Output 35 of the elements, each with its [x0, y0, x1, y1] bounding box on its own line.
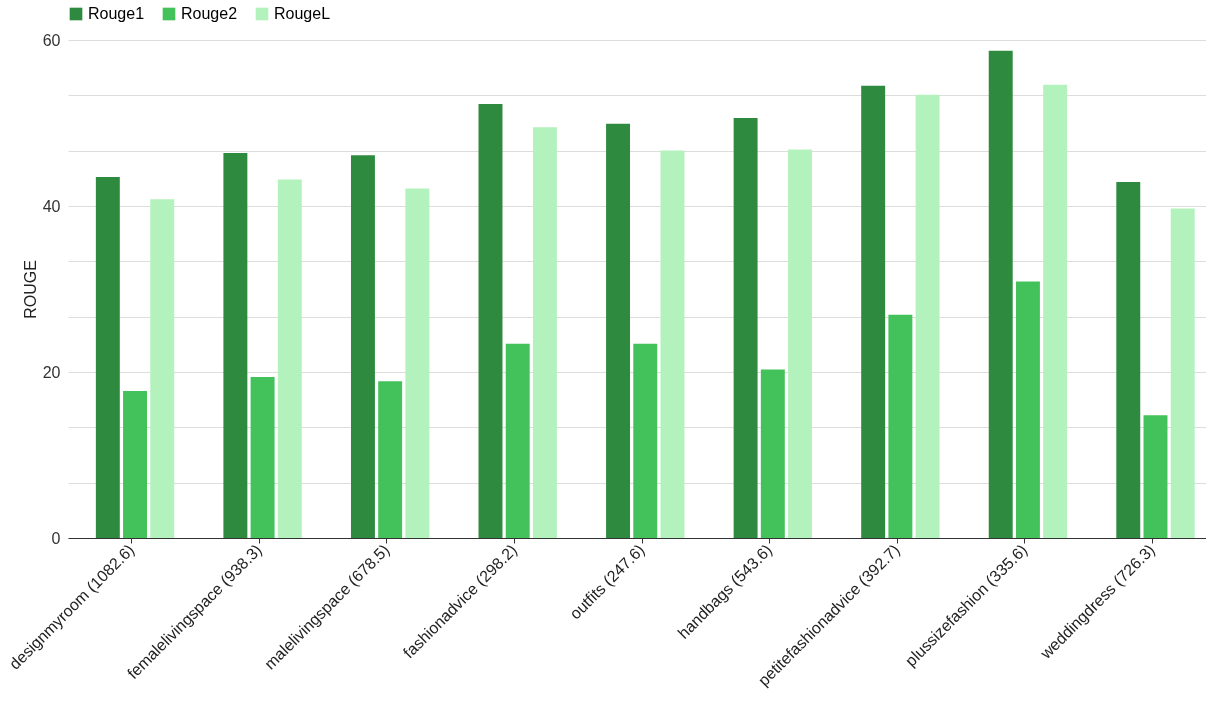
bar	[1170, 208, 1195, 538]
bar	[478, 103, 503, 538]
bar	[633, 343, 658, 538]
bar	[888, 314, 913, 538]
bar	[760, 369, 785, 538]
bar	[1143, 415, 1168, 538]
y-tick-label: 60	[42, 31, 61, 49]
bar	[1015, 281, 1040, 538]
bar	[660, 150, 685, 538]
legend-label: Rouge1	[88, 5, 145, 22]
bar	[861, 85, 886, 538]
bar	[1043, 84, 1068, 538]
bar	[223, 152, 248, 538]
bar	[733, 118, 758, 538]
y-tick-label: 0	[51, 529, 61, 547]
bar	[788, 149, 813, 538]
bar	[150, 199, 175, 538]
bar	[123, 391, 148, 538]
y-tick-label: 20	[42, 363, 61, 381]
bar	[350, 155, 375, 538]
y-tick-label: 40	[42, 197, 61, 215]
bar	[915, 94, 940, 538]
legend-label: Rouge2	[181, 5, 238, 22]
bar	[405, 188, 430, 538]
y-axis-title: ROUGE	[21, 260, 39, 319]
bar	[95, 176, 120, 538]
bar	[1116, 181, 1141, 538]
bar	[988, 50, 1013, 538]
bar	[606, 123, 631, 538]
legend-label: RougeL	[274, 5, 331, 22]
bar	[277, 179, 302, 538]
bar	[532, 127, 557, 538]
bar	[250, 376, 275, 538]
bar	[378, 381, 403, 538]
bar	[505, 343, 530, 538]
